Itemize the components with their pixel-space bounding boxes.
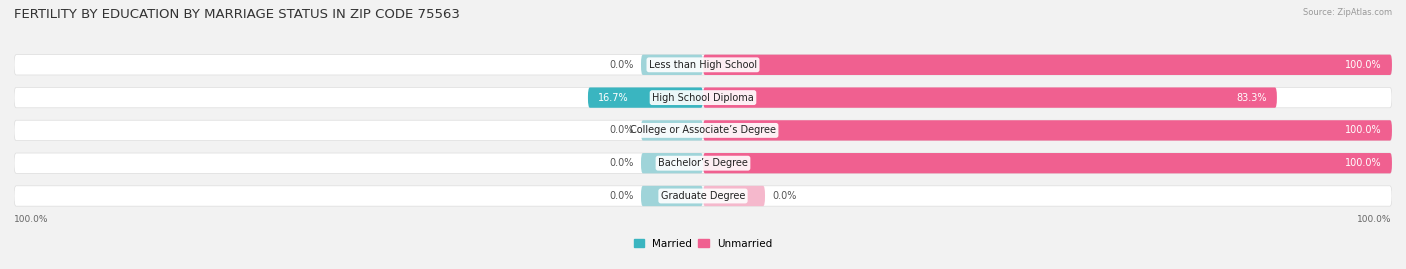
FancyBboxPatch shape [703, 55, 1392, 75]
Text: 0.0%: 0.0% [610, 191, 634, 201]
Text: 0.0%: 0.0% [610, 125, 634, 135]
FancyBboxPatch shape [14, 120, 1392, 141]
FancyBboxPatch shape [14, 186, 1392, 206]
Text: 100.0%: 100.0% [1346, 60, 1382, 70]
Text: FERTILITY BY EDUCATION BY MARRIAGE STATUS IN ZIP CODE 75563: FERTILITY BY EDUCATION BY MARRIAGE STATU… [14, 8, 460, 21]
Text: 0.0%: 0.0% [772, 191, 796, 201]
Text: Source: ZipAtlas.com: Source: ZipAtlas.com [1303, 8, 1392, 17]
Text: College or Associate’s Degree: College or Associate’s Degree [630, 125, 776, 135]
Legend: Married, Unmarried: Married, Unmarried [630, 235, 776, 253]
FancyBboxPatch shape [14, 87, 1392, 108]
Text: 0.0%: 0.0% [610, 60, 634, 70]
Text: 100.0%: 100.0% [1357, 215, 1392, 224]
Text: 100.0%: 100.0% [1346, 158, 1382, 168]
Text: Bachelor’s Degree: Bachelor’s Degree [658, 158, 748, 168]
FancyBboxPatch shape [703, 87, 1277, 108]
Text: Graduate Degree: Graduate Degree [661, 191, 745, 201]
FancyBboxPatch shape [641, 186, 703, 206]
Text: Less than High School: Less than High School [650, 60, 756, 70]
Text: 16.7%: 16.7% [599, 93, 628, 102]
FancyBboxPatch shape [641, 153, 703, 173]
FancyBboxPatch shape [14, 153, 1392, 173]
Text: 0.0%: 0.0% [610, 158, 634, 168]
Text: High School Diploma: High School Diploma [652, 93, 754, 102]
FancyBboxPatch shape [641, 55, 703, 75]
FancyBboxPatch shape [588, 87, 703, 108]
FancyBboxPatch shape [14, 55, 1392, 75]
FancyBboxPatch shape [641, 120, 703, 141]
FancyBboxPatch shape [703, 186, 765, 206]
Text: 83.3%: 83.3% [1236, 93, 1267, 102]
FancyBboxPatch shape [703, 153, 1392, 173]
Text: 100.0%: 100.0% [14, 215, 49, 224]
Text: 100.0%: 100.0% [1346, 125, 1382, 135]
FancyBboxPatch shape [703, 120, 1392, 141]
